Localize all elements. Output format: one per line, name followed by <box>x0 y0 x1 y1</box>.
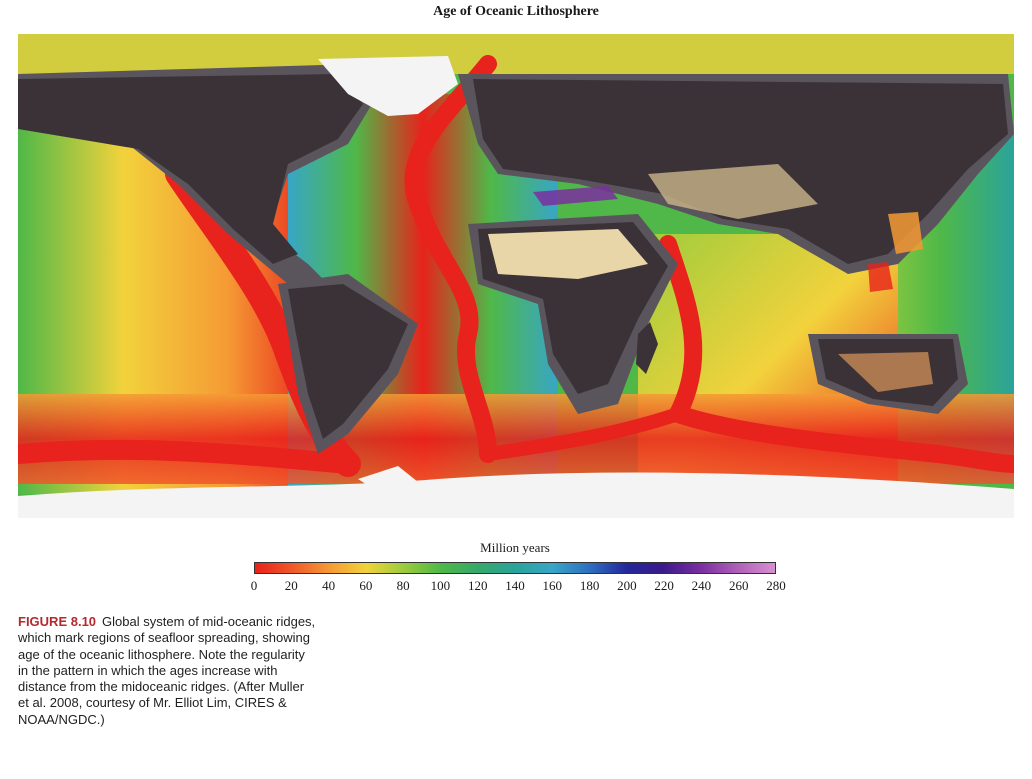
mediterranean-seafloor <box>533 186 618 206</box>
colorbar-tick-label: 0 <box>250 578 258 593</box>
figure-label: FIGURE 8.10 <box>18 614 97 629</box>
figure-title: Age of Oceanic Lithosphere <box>433 4 599 19</box>
colorbar-tick-label: 120 <box>467 578 488 593</box>
greenland <box>318 56 458 116</box>
colorbar-tick-label: 60 <box>359 578 373 593</box>
caption-text: Global system of mid-oceanic ridges, whi… <box>18 614 316 727</box>
arctic-ocean <box>18 34 1014 74</box>
colorbar-tick-label: 200 <box>617 578 637 593</box>
philippine-sea-patch <box>888 212 923 254</box>
colorbar-tick-label: 40 <box>322 578 336 593</box>
antarctic-peninsula <box>358 466 418 492</box>
colorbar-tick-label: 80 <box>396 578 410 593</box>
sahara-desert <box>488 229 648 279</box>
colorbar-tick-label: 20 <box>284 578 298 593</box>
colorbar-tick-label: 180 <box>579 578 600 593</box>
mid-atlantic-ridge <box>404 55 497 463</box>
south-america <box>288 284 408 439</box>
madagascar <box>636 322 658 374</box>
central-asia-highlands <box>648 164 818 219</box>
legend-title: Million years <box>480 540 550 555</box>
colorbar-tick-label: 240 <box>691 578 712 593</box>
southwest-indian-ridge <box>481 407 685 461</box>
colorbar-tick-label: 260 <box>728 578 749 593</box>
colorbar-tick-label: 160 <box>542 578 563 593</box>
colorbar-tick-label: 220 <box>654 578 674 593</box>
australian-interior <box>838 352 933 392</box>
colorbar-tick-label: 280 <box>766 578 786 593</box>
world-map-svg <box>18 34 1014 518</box>
ocean-age-map <box>18 34 1014 518</box>
colorbar-tick-label: 140 <box>505 578 525 593</box>
antarctica <box>18 472 1014 518</box>
colorbar-ticks: 0 20 40 60 80 100 120 140 160 180 200 220 240 260 280 <box>250 578 786 598</box>
age-colorbar <box>254 562 776 574</box>
north-america <box>18 74 363 264</box>
southeast-indian-ridge <box>659 235 1014 473</box>
marginal-basin-patch <box>868 262 893 292</box>
colorbar-tick-label: 100 <box>430 578 451 593</box>
figure-caption: FIGURE 8.10 Global system of mid-oceanic … <box>18 614 318 728</box>
pacific-antarctic-ridge <box>18 439 358 474</box>
